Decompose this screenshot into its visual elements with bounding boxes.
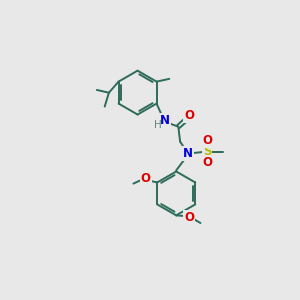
Text: N: N	[183, 147, 193, 160]
Text: O: O	[184, 211, 194, 224]
Text: O: O	[202, 156, 212, 169]
Text: N: N	[160, 114, 170, 127]
Text: O: O	[141, 172, 151, 185]
Text: O: O	[202, 134, 212, 148]
Text: S: S	[203, 145, 212, 158]
Text: H: H	[154, 120, 161, 130]
Text: O: O	[184, 109, 194, 122]
